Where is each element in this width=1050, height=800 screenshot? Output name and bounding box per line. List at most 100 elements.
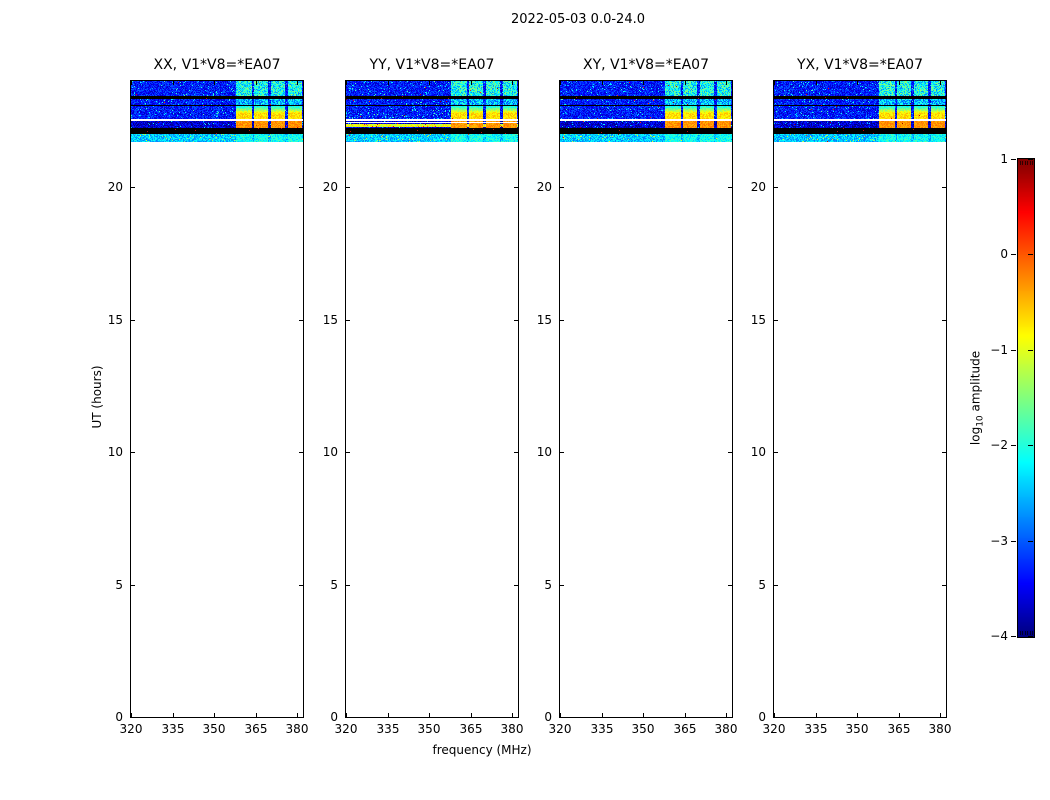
x-tick-bottom	[857, 713, 858, 717]
colorbar-hatch-bottom	[1025, 631, 1026, 635]
x-tick-label: 350	[845, 722, 869, 736]
x-tick-label: 380	[500, 722, 524, 736]
y-axis-label: UT (hours)	[90, 365, 104, 429]
y-tick-right	[299, 320, 303, 321]
y-tick-right	[299, 717, 303, 718]
panel-title-XX: XX, V1*V8=*EA07	[153, 57, 281, 73]
y-tick-right	[299, 585, 303, 586]
y-tick-label: 5	[115, 578, 123, 592]
colorbar-tick-inner	[1028, 636, 1033, 637]
y-tick-label: 5	[544, 578, 552, 592]
y-tick-left	[131, 187, 135, 188]
y-tick-label: 20	[107, 180, 123, 194]
y-tick-label: 0	[115, 710, 123, 724]
x-tick-bottom	[774, 713, 775, 717]
y-tick-left	[560, 585, 564, 586]
y-tick-left	[560, 452, 564, 453]
colorbar-tick-left	[1011, 445, 1016, 446]
x-tick-label: 320	[762, 722, 786, 736]
x-tick-bottom	[346, 713, 347, 717]
x-tick-top	[346, 81, 347, 85]
y-tick-label: 20	[536, 180, 552, 194]
x-tick-bottom	[173, 713, 174, 717]
y-tick-right	[728, 320, 732, 321]
plot-box-YX	[773, 80, 947, 718]
x-tick-bottom	[726, 713, 727, 717]
x-tick-bottom	[297, 713, 298, 717]
x-tick-top	[726, 81, 727, 85]
x-tick-bottom	[685, 713, 686, 717]
x-tick-top	[429, 81, 430, 85]
x-tick-bottom	[940, 713, 941, 717]
x-tick-top	[256, 81, 257, 85]
x-tick-bottom	[643, 713, 644, 717]
y-tick-label: 0	[330, 710, 338, 724]
y-tick-right	[728, 717, 732, 718]
y-tick-left	[131, 320, 135, 321]
y-tick-left	[560, 717, 564, 718]
y-tick-label: 0	[544, 710, 552, 724]
y-tick-right	[514, 717, 518, 718]
x-tick-top	[131, 81, 132, 85]
x-tick-bottom	[816, 713, 817, 717]
colorbar-hatch-top	[1032, 161, 1033, 165]
x-tick-top	[214, 81, 215, 85]
y-tick-label: 20	[322, 180, 338, 194]
x-tick-bottom	[602, 713, 603, 717]
panel-title-XY: XY, V1*V8=*EA07	[583, 57, 709, 73]
y-tick-right	[514, 452, 518, 453]
x-tick-bottom	[214, 713, 215, 717]
y-tick-left	[346, 717, 350, 718]
colorbar-hatch-top	[1020, 161, 1021, 165]
spectrogram-canvas-YX	[774, 81, 946, 142]
x-tick-bottom	[256, 713, 257, 717]
y-tick-right	[942, 585, 946, 586]
colorbar-tick-inner	[1028, 541, 1033, 542]
colorbar-tick-left	[1011, 541, 1016, 542]
x-tick-label: 335	[590, 722, 614, 736]
plot-box-XX	[130, 80, 304, 718]
y-tick-right	[942, 320, 946, 321]
y-tick-label: 15	[322, 313, 338, 327]
colorbar-hatch-top	[1027, 161, 1028, 165]
y-tick-label: 5	[758, 578, 766, 592]
spectrogram-canvas-XY	[560, 81, 732, 142]
x-tick-label: 335	[376, 722, 400, 736]
panel-title-YX: YX, V1*V8=*EA07	[797, 57, 923, 73]
y-tick-left	[346, 452, 350, 453]
colorbar-tick-label: −2	[990, 438, 1008, 452]
x-tick-top	[388, 81, 389, 85]
y-tick-left	[774, 187, 778, 188]
x-tick-top	[857, 81, 858, 85]
colorbar-hatch-bottom	[1022, 631, 1023, 635]
colorbar-tick-label: 0	[1000, 247, 1008, 261]
x-tick-top	[471, 81, 472, 85]
colorbar-hatch-bottom	[1027, 631, 1028, 635]
x-tick-top	[685, 81, 686, 85]
colorbar-hatch-bottom	[1020, 631, 1021, 635]
x-tick-label: 335	[161, 722, 185, 736]
y-tick-left	[560, 187, 564, 188]
colorbar-tick-label: 1	[1000, 152, 1008, 166]
x-tick-label: 380	[714, 722, 738, 736]
spectrogram-canvas-YY	[346, 81, 518, 142]
spectrogram-canvas-XX	[131, 81, 303, 142]
colorbar-hatch-bottom	[1030, 631, 1031, 635]
x-tick-label: 380	[928, 722, 952, 736]
colorbar-hatch-bottom	[1032, 631, 1033, 635]
y-tick-right	[299, 187, 303, 188]
y-tick-left	[346, 320, 350, 321]
x-tick-label: 320	[548, 722, 572, 736]
y-tick-left	[346, 585, 350, 586]
y-tick-label: 5	[330, 578, 338, 592]
figure-title: 2022-05-03 0.0-24.0	[511, 12, 645, 27]
colorbar-label-post: amplitude	[968, 350, 983, 416]
x-tick-top	[940, 81, 941, 85]
colorbar-tick-inner	[1028, 445, 1033, 446]
colorbar-tick-left	[1011, 254, 1016, 255]
y-tick-right	[942, 187, 946, 188]
x-tick-top	[173, 81, 174, 85]
y-tick-right	[514, 187, 518, 188]
colorbar-tick-label: −1	[990, 343, 1008, 357]
